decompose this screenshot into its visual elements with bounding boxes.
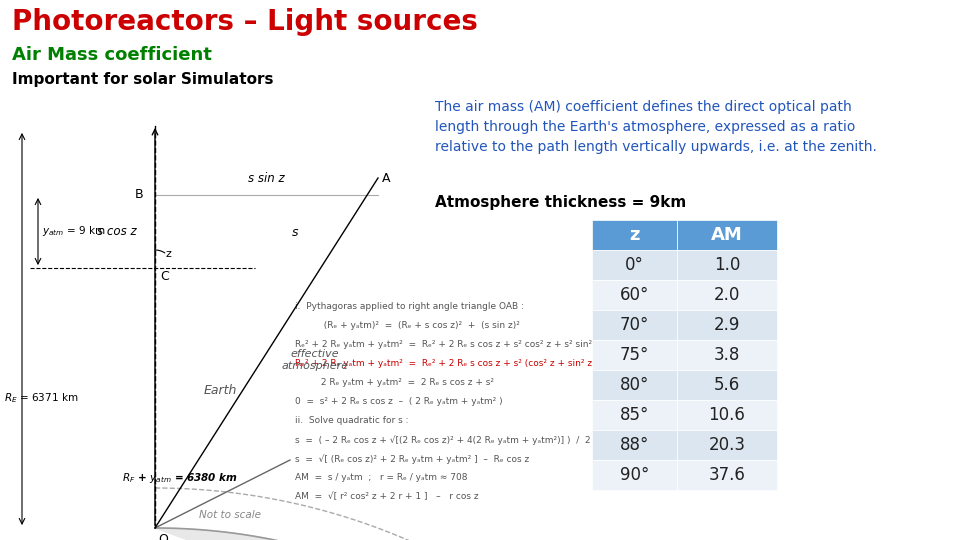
Text: Not to scale: Not to scale	[199, 510, 261, 520]
Text: C: C	[160, 270, 169, 283]
Bar	[677, 250, 777, 280]
Text: 10.6: 10.6	[708, 406, 745, 424]
Text: s  =  √[ (Rₑ cos z)² + 2 Rₑ yₐtm + yₐtm² ]  –  Rₑ cos z: s = √[ (Rₑ cos z)² + 2 Rₑ yₐtm + yₐtm² ]…	[295, 454, 529, 464]
Bar	[592, 310, 677, 340]
Text: 90°: 90°	[620, 466, 649, 484]
Text: Rₑ² + 2 Rₑ yₐtm + yₐtm²  =  Rₑ² + 2 Rₑ s cos z + s² (cos² z + sin² z): Rₑ² + 2 Rₑ yₐtm + yₐtm² = Rₑ² + 2 Rₑ s c…	[295, 359, 595, 368]
Text: s: s	[292, 226, 298, 240]
Text: AM  =  s / yₐtm  ;   r = Rₑ / yₐtm ≈ 708: AM = s / yₐtm ; r = Rₑ / yₐtm ≈ 708	[295, 473, 468, 482]
Text: (Rₑ + yₐtm)²  =  (Rₑ + s cos z)²  +  (s sin z)²: (Rₑ + yₐtm)² = (Rₑ + s cos z)² + (s sin …	[295, 321, 520, 330]
Bar	[677, 430, 777, 460]
Polygon shape	[155, 130, 540, 540]
Bar	[592, 340, 677, 370]
Text: 75°: 75°	[620, 346, 649, 364]
Bar	[592, 220, 677, 250]
Text: s  =  ( – 2 Rₑ cos z + √[(2 Rₑ cos z)² + 4(2 Rₑ yₐtm + yₐtm²)] )  /  2: s = ( – 2 Rₑ cos z + √[(2 Rₑ cos z)² + 4…	[295, 435, 590, 444]
Text: 5.6: 5.6	[714, 376, 740, 394]
Bar	[592, 400, 677, 430]
Text: $R_E$ = 6371 km: $R_E$ = 6371 km	[4, 391, 79, 405]
Text: AM: AM	[711, 226, 743, 244]
Text: i.  Pythagoras applied to right angle triangle OAB :: i. Pythagoras applied to right angle tri…	[295, 302, 524, 311]
Bar	[592, 370, 677, 400]
Text: $R_F$ + $y_{atm}$ = 6380 km: $R_F$ + $y_{atm}$ = 6380 km	[122, 471, 238, 485]
Text: 85°: 85°	[620, 406, 649, 424]
Text: z: z	[629, 226, 639, 244]
Bar	[677, 460, 777, 490]
Bar	[592, 280, 677, 310]
Text: 0°: 0°	[625, 256, 644, 274]
Text: 2.0: 2.0	[714, 286, 740, 304]
Text: Important for solar Simulators: Important for solar Simulators	[12, 72, 274, 87]
Text: Rₑ² + 2 Rₑ yₐtm + yₐtm²  =  Rₑ² + 2 Rₑ s cos z + s² cos² z + s² sin² z: Rₑ² + 2 Rₑ yₐtm + yₐtm² = Rₑ² + 2 Rₑ s c…	[295, 340, 600, 349]
Text: Atmosphere thickness = 9km: Atmosphere thickness = 9km	[435, 195, 686, 210]
Text: O: O	[158, 533, 168, 540]
Bar	[677, 370, 777, 400]
Text: 2 Rₑ yₐtm + yₐtm²  =  2 Rₑ s cos z + s²: 2 Rₑ yₐtm + yₐtm² = 2 Rₑ s cos z + s²	[295, 378, 494, 387]
Text: 70°: 70°	[620, 316, 649, 334]
Text: 20.3: 20.3	[708, 436, 746, 454]
Text: 2.9: 2.9	[714, 316, 740, 334]
Bar	[677, 280, 777, 310]
Bar	[677, 310, 777, 340]
Bar	[592, 460, 677, 490]
Text: Earth: Earth	[204, 383, 237, 396]
Text: s sin z: s sin z	[249, 172, 285, 185]
Text: 80°: 80°	[620, 376, 649, 394]
Text: The air mass (AM) coefficient defines the direct optical path
length through the: The air mass (AM) coefficient defines th…	[435, 100, 876, 154]
Text: Air Mass coefficient: Air Mass coefficient	[12, 46, 212, 64]
Text: $y_{atm}$ = 9 km: $y_{atm}$ = 9 km	[42, 225, 106, 239]
Bar	[592, 430, 677, 460]
Text: s cos z: s cos z	[97, 225, 137, 238]
Bar	[677, 400, 777, 430]
Text: ii.  Solve quadratic for s :: ii. Solve quadratic for s :	[295, 416, 409, 425]
Bar	[677, 340, 777, 370]
Text: AM  =  √[ r² cos² z + 2 r + 1 ]   –   r cos z: AM = √[ r² cos² z + 2 r + 1 ] – r cos z	[295, 492, 479, 501]
Text: 0  =  s² + 2 Rₑ s cos z  –  ( 2 Rₑ yₐtm + yₐtm² ): 0 = s² + 2 Rₑ s cos z – ( 2 Rₑ yₐtm + yₐ…	[295, 397, 503, 406]
Text: 37.6: 37.6	[708, 466, 745, 484]
Text: Photoreactors – Light sources: Photoreactors – Light sources	[12, 8, 478, 36]
Bar	[677, 220, 777, 250]
Text: 3.8: 3.8	[714, 346, 740, 364]
Text: effective
atmosphere: effective atmosphere	[281, 349, 348, 371]
Bar	[592, 250, 677, 280]
Text: z: z	[165, 249, 171, 259]
Text: A: A	[382, 172, 391, 185]
Text: 60°: 60°	[620, 286, 649, 304]
Text: 88°: 88°	[620, 436, 649, 454]
Text: B: B	[134, 188, 143, 201]
Text: 1.0: 1.0	[714, 256, 740, 274]
